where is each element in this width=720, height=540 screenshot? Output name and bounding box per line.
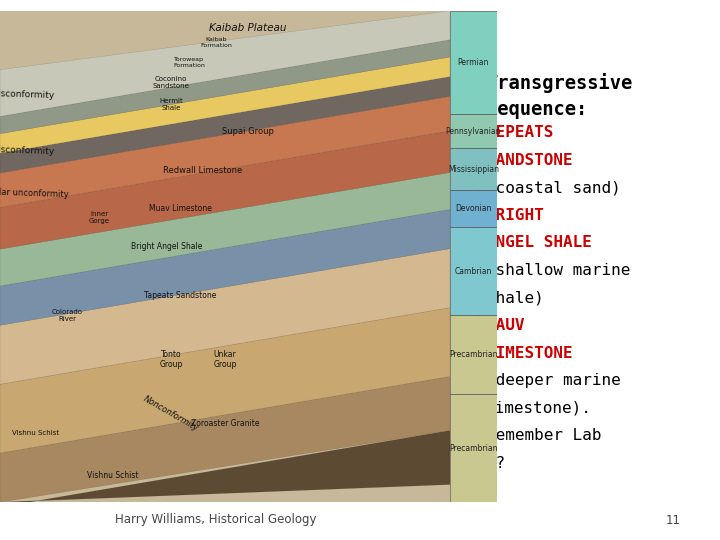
Text: Unkar
Group: Unkar Group bbox=[213, 350, 237, 369]
Polygon shape bbox=[0, 40, 450, 133]
Polygon shape bbox=[0, 131, 450, 249]
Bar bbox=[450, 114, 497, 148]
Text: Inner
Gorge: Inner Gorge bbox=[89, 211, 109, 224]
Text: Redwall Limestone: Redwall Limestone bbox=[163, 166, 242, 175]
Text: Remember Lab: Remember Lab bbox=[486, 428, 601, 443]
Text: Permian: Permian bbox=[458, 58, 489, 67]
Text: Nonconformity: Nonconformity bbox=[142, 394, 200, 433]
Text: ANGEL SHALE: ANGEL SHALE bbox=[486, 235, 592, 251]
Text: (coastal sand): (coastal sand) bbox=[486, 180, 621, 195]
Text: limestone).: limestone). bbox=[486, 401, 592, 416]
Polygon shape bbox=[0, 430, 450, 507]
Polygon shape bbox=[0, 376, 450, 502]
Text: TEPEATS: TEPEATS bbox=[486, 125, 554, 140]
Text: 1?: 1? bbox=[486, 456, 505, 471]
Text: Coconino
Sandstone: Coconino Sandstone bbox=[153, 76, 189, 89]
Polygon shape bbox=[0, 57, 450, 153]
Text: Zoroaster Granite: Zoroaster Granite bbox=[191, 419, 259, 428]
Text: (shallow marine: (shallow marine bbox=[486, 263, 631, 278]
Text: Disconformity: Disconformity bbox=[0, 145, 54, 157]
Text: sequence:: sequence: bbox=[486, 100, 588, 119]
Text: Angular unconformity: Angular unconformity bbox=[0, 186, 68, 199]
Bar bbox=[450, 315, 497, 394]
Text: Tonto
Group: Tonto Group bbox=[159, 350, 183, 369]
Text: BRIGHT: BRIGHT bbox=[486, 208, 544, 223]
Text: Devonian: Devonian bbox=[455, 204, 492, 213]
Text: SANDSTONE: SANDSTONE bbox=[486, 153, 572, 168]
Bar bbox=[450, 190, 497, 227]
Polygon shape bbox=[0, 248, 450, 384]
Text: Bright Angel Shale: Bright Angel Shale bbox=[131, 242, 202, 251]
Text: Vishnu Schist: Vishnu Schist bbox=[86, 471, 138, 480]
Polygon shape bbox=[0, 77, 450, 173]
Text: MAUV: MAUV bbox=[486, 318, 524, 333]
Polygon shape bbox=[0, 210, 450, 325]
Text: Colorado
River: Colorado River bbox=[52, 309, 83, 322]
Bar bbox=[450, 11, 497, 114]
Text: Toroweap
Formation: Toroweap Formation bbox=[173, 57, 205, 68]
Text: LIMESTONE: LIMESTONE bbox=[486, 346, 572, 361]
Text: Kaibab
Formation: Kaibab Formation bbox=[200, 37, 232, 48]
Text: Mississippian: Mississippian bbox=[448, 165, 499, 174]
Text: Kaibab Plateau: Kaibab Plateau bbox=[209, 23, 287, 33]
Text: 11: 11 bbox=[666, 514, 680, 526]
Text: Tapeats Sandstone: Tapeats Sandstone bbox=[144, 291, 216, 300]
Bar bbox=[450, 227, 497, 315]
Text: Cambrian: Cambrian bbox=[455, 267, 492, 276]
Bar bbox=[450, 148, 497, 190]
Polygon shape bbox=[0, 172, 450, 286]
Text: Transgressive: Transgressive bbox=[486, 73, 632, 93]
Text: Pennsylvanian: Pennsylvanian bbox=[446, 127, 501, 136]
Text: Disconformity: Disconformity bbox=[0, 89, 54, 100]
Text: Precambrian: Precambrian bbox=[449, 444, 498, 453]
Polygon shape bbox=[0, 96, 450, 207]
Text: Hermit
Shale: Hermit Shale bbox=[159, 98, 183, 111]
Text: Vishnu Schist: Vishnu Schist bbox=[12, 430, 60, 436]
Text: Supai Group: Supai Group bbox=[222, 127, 274, 136]
Bar bbox=[450, 394, 497, 502]
Text: Muav Limestone: Muav Limestone bbox=[148, 204, 212, 213]
Text: (deeper marine: (deeper marine bbox=[486, 373, 621, 388]
Text: Precambrian: Precambrian bbox=[449, 350, 498, 359]
Polygon shape bbox=[0, 308, 450, 453]
Polygon shape bbox=[0, 11, 450, 117]
Text: Harry Williams, Historical Geology: Harry Williams, Historical Geology bbox=[115, 514, 317, 526]
Text: shale): shale) bbox=[486, 291, 544, 306]
